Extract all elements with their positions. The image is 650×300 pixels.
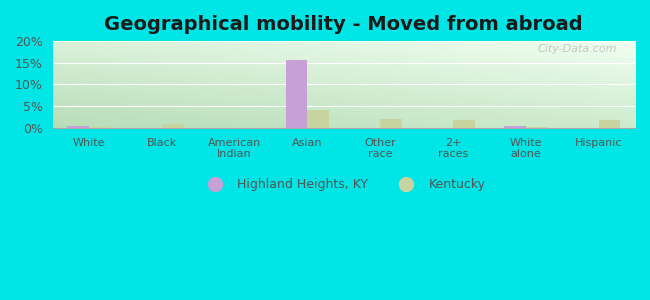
Bar: [67, 127, 89, 128]
Bar: [89, 127, 111, 128]
Bar: [504, 127, 526, 128]
Bar: [599, 120, 621, 128]
Text: City-Data.com: City-Data.com: [538, 44, 617, 54]
Title: Geographical mobility - Moved from abroad: Geographical mobility - Moved from abroa…: [105, 15, 583, 34]
Bar: [453, 120, 475, 128]
Bar: [380, 119, 402, 128]
Bar: [526, 127, 548, 128]
Bar: [162, 124, 184, 128]
Legend: Highland Heights, KY, Kentucky: Highland Heights, KY, Kentucky: [198, 173, 490, 196]
Bar: [285, 60, 307, 128]
Bar: [307, 110, 330, 128]
